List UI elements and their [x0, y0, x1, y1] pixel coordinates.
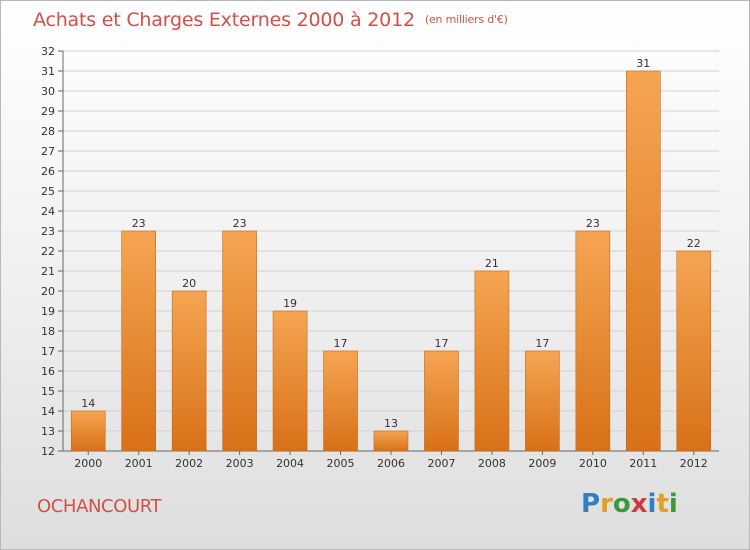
y-tick-label: 26: [41, 165, 55, 178]
y-tick-label: 31: [41, 65, 55, 78]
x-tick-label: 2012: [680, 457, 708, 470]
x-tick-label: 2000: [74, 457, 102, 470]
y-tick-label: 23: [41, 225, 55, 238]
data-label: 17: [535, 337, 549, 350]
y-tick-label: 14: [41, 405, 55, 418]
logo-letter: P: [581, 489, 601, 519]
y-tick-label: 16: [41, 365, 55, 378]
x-tick-label: 2008: [478, 457, 506, 470]
y-tick-label: 28: [41, 125, 55, 138]
data-label: 23: [586, 217, 600, 230]
y-tick-label: 21: [41, 265, 55, 278]
x-tick-label: 2006: [377, 457, 405, 470]
title-unit: (en milliers d'€): [424, 13, 508, 26]
y-tick-label: 20: [41, 285, 55, 298]
logo-letter: o: [612, 489, 631, 519]
data-label: 21: [485, 257, 499, 270]
x-tick-label: 2002: [175, 457, 203, 470]
y-tick-label: 13: [41, 425, 55, 438]
bar: [171, 290, 207, 452]
bar: [121, 230, 156, 452]
bar: [323, 350, 358, 452]
bar: [474, 270, 510, 452]
data-label: 17: [434, 337, 448, 350]
bar: [424, 350, 459, 452]
chart-title: Achats et Charges Externes 2000 à 2012 (e…: [33, 9, 508, 31]
y-tick-label: 12: [41, 445, 55, 458]
bar: [272, 310, 308, 452]
y-tick-label: 17: [41, 345, 55, 358]
bar: [525, 350, 560, 452]
data-label: 22: [687, 237, 701, 250]
logo-letter: t: [656, 489, 669, 519]
bar: [373, 430, 409, 452]
title-text: Achats et Charges Externes 2000 à 2012: [33, 9, 415, 31]
bar: [70, 410, 106, 452]
x-tick-label: 2001: [125, 457, 153, 470]
commune-name: OCHANCOURT: [37, 496, 162, 517]
x-tick-label: 2005: [327, 457, 355, 470]
y-tick-label: 29: [41, 105, 55, 118]
y-tick-label: 15: [41, 385, 55, 398]
bar: [626, 70, 661, 452]
bar: [575, 230, 611, 452]
bar-chart: 12 13 14 15 16 17 18 19 20 21 22 23 24 25 26 27 28 29 30 31…: [41, 45, 719, 470]
data-label: 13: [384, 417, 398, 430]
x-tick-label: 2007: [427, 457, 455, 470]
data-label: 17: [334, 337, 348, 350]
data-label: 23: [132, 217, 146, 230]
x-tick-label: 2011: [629, 457, 657, 470]
y-tick-label: 32: [41, 45, 55, 58]
logo-letter: x: [630, 489, 648, 519]
y-tick-label: 27: [41, 145, 55, 158]
x-tick-label: 2009: [528, 457, 556, 470]
logo-letter: i: [668, 489, 678, 519]
data-label: 20: [182, 277, 196, 290]
data-labels: 14 23 20 23 19 17 13 17 21 17 23 31 22: [81, 57, 701, 430]
data-label: 19: [283, 297, 297, 310]
x-tick-label: 2004: [276, 457, 304, 470]
y-tick-label: 25: [41, 185, 55, 198]
axes: 12 13 14 15 16 17 18 19 20 21 22 23 24 25 26 27 28 29 30 31…: [41, 45, 719, 470]
y-tick-label: 19: [41, 305, 55, 318]
y-tick-label: 30: [41, 85, 55, 98]
x-tick-label: 2010: [579, 457, 607, 470]
data-label: 23: [233, 217, 247, 230]
bar: [676, 250, 712, 452]
y-tick-label: 24: [41, 205, 55, 218]
logo-letter: r: [600, 489, 613, 519]
data-label: 14: [81, 397, 95, 410]
proxiti-logo: Proxiti: [581, 489, 678, 519]
bars: [70, 70, 712, 452]
bar: [222, 230, 257, 452]
logo-letter: i: [647, 489, 657, 519]
grid-lines: [63, 50, 719, 452]
y-tick-label: 22: [41, 245, 55, 258]
y-tick-label: 18: [41, 325, 55, 338]
x-tick-label: 2003: [226, 457, 254, 470]
data-label: 31: [636, 57, 650, 70]
